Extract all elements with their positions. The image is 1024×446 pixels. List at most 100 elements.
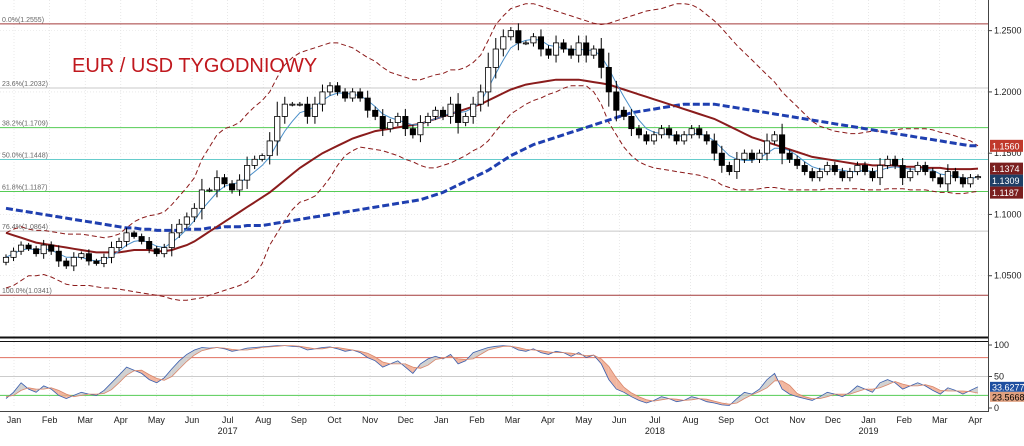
month-tick-label: Mar [505, 415, 521, 425]
oscillator-panel [0, 345, 988, 406]
osc-fill-segment [631, 392, 639, 401]
bollinger-lower-line [5, 85, 979, 301]
candle-up [115, 241, 123, 248]
candle-up [108, 247, 115, 258]
osc-fill-segment [767, 373, 775, 388]
candle-down [892, 158, 899, 166]
osc-tag-box [990, 391, 1024, 402]
osc-fill-segment [804, 396, 813, 401]
month-tick-label: Aug [255, 415, 271, 425]
month-tick-label: Jul [222, 415, 234, 425]
candle-up [168, 232, 175, 248]
candle-down [666, 128, 673, 136]
moving-average-mid-line [5, 78, 979, 254]
fib-level-label: 0.0%(1.2555) [2, 17, 44, 24]
month-tick-label: Dec [825, 415, 842, 425]
candle-up [688, 128, 695, 136]
candle-up [763, 140, 771, 154]
year-tick-label: 2019 [858, 426, 878, 436]
candle-down [718, 152, 725, 166]
candle-up [70, 256, 77, 267]
candle-up [417, 122, 424, 136]
candle-up [590, 48, 597, 56]
price-tick-label: 1.2500 [994, 26, 1022, 36]
candle-up [281, 103, 288, 117]
candle-up [161, 247, 168, 255]
osc-fill-segment [970, 386, 978, 394]
fib-level-label: 61.8%(1.1187) [2, 185, 47, 192]
candle-down [794, 158, 801, 166]
candle-down [937, 177, 944, 185]
moving-average-short-line [5, 38, 979, 262]
candle-up [846, 171, 853, 179]
osc-fill-segment [902, 384, 911, 390]
candle-up [349, 91, 356, 99]
candle-down [620, 109, 627, 117]
osc-fill-segment [164, 368, 172, 381]
month-tick-label: Apr [541, 415, 555, 425]
chart-title: EUR / USD TYGODNIOWY [72, 55, 317, 77]
candle-up [432, 109, 439, 117]
candle-up [274, 116, 281, 142]
candle-down [628, 116, 635, 130]
price-tag-label: 1.1187 [992, 188, 1019, 198]
month-tick-label: May [148, 415, 166, 425]
candle-up [259, 155, 266, 160]
candle-up [650, 134, 658, 142]
candle-down [899, 165, 906, 179]
price-tag-label: 1.1560 [992, 141, 1020, 151]
osc-fill-segment [119, 367, 127, 383]
osc-fill-segment [638, 396, 647, 403]
month-tick-label: Oct [327, 415, 342, 425]
candle-up [967, 177, 974, 185]
candle-down [861, 165, 869, 172]
candle-down [560, 42, 567, 50]
candle-up [771, 134, 778, 142]
osc-tag-box [990, 381, 1024, 392]
candle-down [409, 128, 416, 136]
candle-down [786, 152, 793, 160]
month-tick-label: Nov [789, 415, 806, 425]
candlesticks [2, 23, 982, 272]
candle-up [681, 134, 688, 142]
candle-up [733, 158, 740, 172]
month-tick-label: Sep [718, 415, 734, 425]
candle-up [816, 171, 823, 179]
candle-up [462, 116, 469, 123]
fib-level-label: 50.0%(1.1448) [2, 153, 48, 160]
osc-fill-segment [608, 366, 617, 390]
osc-fill-segment [797, 393, 805, 399]
candle-down [583, 42, 590, 56]
candle-up [507, 30, 514, 38]
candle-up [183, 216, 190, 225]
candle-down [342, 91, 349, 99]
candle-down [831, 165, 838, 172]
candle-up [100, 256, 107, 264]
candle-up [658, 128, 665, 136]
candle-up [854, 165, 861, 172]
candle-down [598, 48, 605, 68]
candle-up [394, 116, 401, 123]
osc-fill-segment [601, 358, 609, 380]
year-tick-label: 2017 [218, 426, 238, 436]
candle-down [357, 91, 364, 99]
candle-up [296, 103, 303, 106]
price-tag-box [990, 139, 1023, 152]
candle-down [922, 165, 929, 172]
candle-down [726, 165, 733, 172]
osc-fill-segment [13, 382, 22, 396]
candle-up [2, 256, 10, 263]
osc-fill-segment [179, 354, 187, 369]
candle-down [25, 244, 32, 250]
candle-up [914, 165, 921, 172]
osc-fill-segment [186, 350, 195, 362]
candle-down [545, 48, 552, 56]
candle-down [455, 103, 462, 123]
osc-fill-segment [857, 385, 865, 392]
candle-up [741, 152, 748, 160]
candle-up [123, 232, 130, 242]
month-tick-label: Nov [362, 415, 379, 425]
osc-fill-segment [736, 392, 745, 403]
candle-up [236, 179, 243, 191]
candle-up [877, 165, 884, 179]
